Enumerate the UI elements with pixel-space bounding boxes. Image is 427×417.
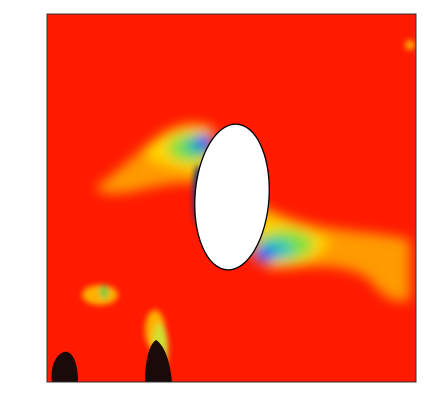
dark-deposits — [51, 340, 172, 382]
field — [47, 14, 416, 382]
lower-wake — [250, 200, 410, 302]
elliptic-body — [194, 123, 270, 271]
frame — [46, 13, 417, 383]
upper-wake — [95, 123, 215, 194]
